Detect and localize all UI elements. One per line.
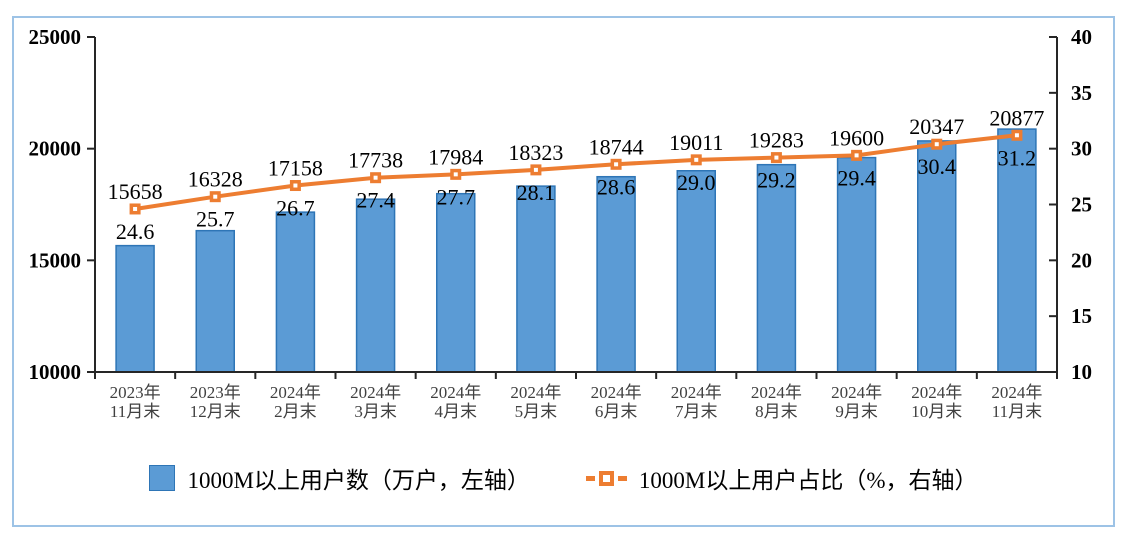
bar [275,211,316,373]
line-series-swatch-icon [585,470,627,486]
line-value-label: 29.2 [757,168,796,193]
bar-value-label: 18323 [508,140,563,165]
line-point-marker-center [133,206,138,211]
bar [676,170,716,373]
line-value-label: 26.7 [276,196,315,221]
right-axis-tick-label: 20 [1071,248,1092,272]
line-point-marker-center [614,162,619,167]
bar [917,140,957,373]
bar-value-label: 19011 [669,130,723,155]
right-axis-tick-label: 35 [1071,81,1092,105]
left-axis-tick-label: 25000 [29,25,82,49]
legend-line-dash [585,475,595,481]
left-axis-tick-label: 10000 [29,360,82,384]
line-point-marker-center [694,157,699,162]
legend-item-line-series: 1000M以上用户占比（%，右轴） [585,461,978,495]
line-series [134,133,1018,211]
line-point-marker-center [854,153,859,158]
right-axis-tick-label: 15 [1071,304,1092,328]
bar [756,163,797,373]
bar-value-label: 20877 [989,105,1044,130]
line-value-label: 28.6 [597,174,636,199]
line-point-marker-center [1014,133,1019,138]
line-value-label: 27.4 [356,188,395,213]
left-axis-tick-label: 20000 [29,137,82,161]
line-point-marker-center [213,194,218,199]
bar [596,175,636,373]
bar-value-label: 19283 [749,128,804,153]
line-point-marker-center [373,175,378,180]
bar-value-label: 16328 [188,167,243,192]
line-value-label: 25.7 [196,207,235,232]
x-axis-category-label: 2024年 9月末 [831,383,882,421]
line-value-label: 30.4 [918,154,957,179]
line-point-marker-center [453,172,458,177]
x-axis-category-label: 2023年 11月末 [110,383,161,421]
chart-frame: 15658 24.6 16328 25.7 17158 26.7 17738 27.4 1798… [12,16,1115,527]
legend-item-bar-series: 1000M以上用户数（万户，左轴） [149,461,530,495]
line-value-label: 29.4 [837,165,876,190]
x-axis-category-label: 2024年 3月末 [350,383,401,421]
x-axis-category-label: 2024年 11月末 [991,383,1042,421]
bar-value-label: 17158 [268,156,323,181]
x-axis-category-label: 2024年 8月末 [751,383,802,421]
x-axis-category-label: 2023年 12月末 [190,383,241,421]
left-axis-tick-label: 15000 [29,248,82,272]
line-value-label: 31.2 [998,145,1037,170]
x-axis-category-label: 2024年 10月末 [911,383,962,421]
line-value-label: 29.0 [677,170,716,195]
bar [195,229,235,373]
line-value-label: 27.7 [437,184,476,209]
line-series-label: 1000M以上用户占比（%，右轴） [638,468,978,493]
bar-series-label: 1000M以上用户数（万户，左轴） [187,468,530,493]
bar-value-label: 17984 [428,144,483,169]
legend-line-marker [598,470,614,486]
x-axis-category-label: 2024年 4月末 [430,383,481,421]
line-point-marker-center [774,155,779,160]
bar-value-label: 15658 [108,179,163,204]
bar [436,192,476,373]
bar-value-label: 20347 [909,114,964,139]
right-axis-tick-label: 25 [1071,193,1092,217]
x-axis-category-label: 2024年 7月末 [671,383,722,421]
bar [115,244,155,373]
x-axis-category-label: 2024年 2月末 [270,383,321,421]
right-axis-tick-label: 10 [1071,360,1092,384]
line-value-label: 24.6 [116,219,155,244]
bar-series-swatch-icon [149,465,176,491]
bar [836,156,877,373]
line-point-marker-center [293,183,298,188]
legend: 1000M以上用户数（万户，左轴） 1000M以上用户占比（%，右轴） [14,461,1113,495]
bar [516,185,556,373]
right-axis-tick-label: 30 [1071,137,1092,161]
x-axis-category-label: 2024年 6月末 [591,383,642,421]
combo-chart-plot: 15658 24.6 16328 25.7 17158 26.7 17738 27.4 1798… [29,25,1093,421]
line-point-marker-center [934,142,939,147]
bar [355,198,396,373]
line-value-label: 28.1 [517,180,556,205]
x-axis-category-label: 2024年 5月末 [510,383,561,421]
bar-value-label: 17738 [348,148,403,173]
bar-value-label: 18744 [589,134,644,159]
bar-value-label: 19600 [829,125,884,150]
legend-line-dash [617,475,627,481]
line-point-marker-center [533,167,538,172]
right-axis-tick-label: 40 [1071,25,1092,49]
